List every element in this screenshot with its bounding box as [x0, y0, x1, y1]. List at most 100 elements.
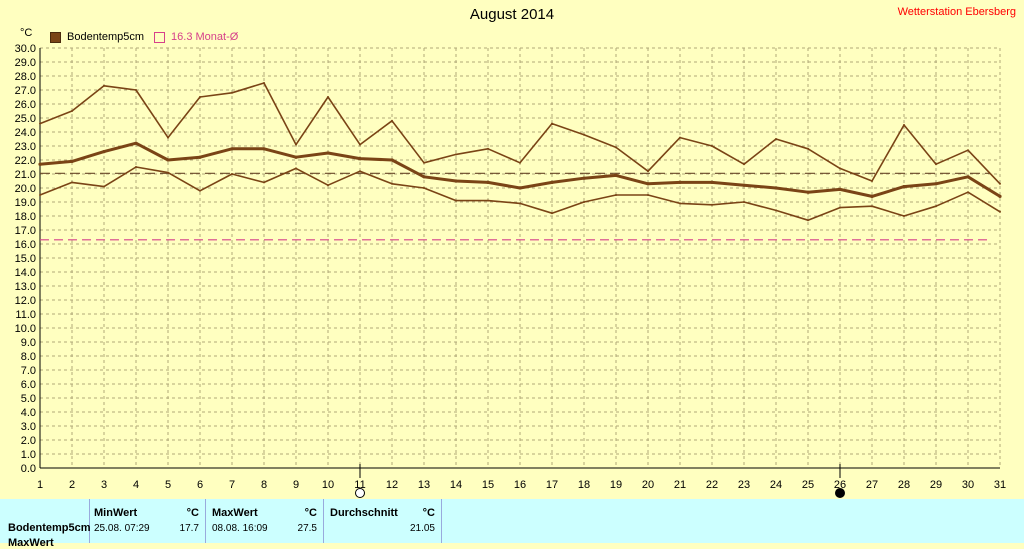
data-point-max	[199, 96, 201, 98]
stats-avg-value: 21.05	[409, 523, 435, 534]
data-point-min	[871, 205, 873, 208]
data-point-mean	[486, 180, 490, 184]
y-tick-label: 16.0	[15, 239, 36, 251]
data-point-mean	[422, 175, 426, 179]
data-point-min	[391, 182, 393, 185]
y-tick-label: 5.0	[21, 393, 36, 405]
data-point-mean	[294, 155, 298, 159]
stats-max-value: 27.5	[297, 523, 317, 534]
chart-plot: 0.01.02.03.04.05.06.07.08.09.010.011.012…	[15, 43, 1006, 498]
data-point-mean	[134, 141, 138, 145]
data-point-mean	[582, 176, 586, 180]
x-tick-label: 2	[69, 479, 75, 491]
x-tick-label: 30	[962, 479, 974, 491]
stats-row-label-2: MaxWert	[8, 537, 54, 549]
stats-max-unit: °C	[304, 507, 317, 519]
x-tick-label: 10	[322, 479, 334, 491]
data-point-max	[423, 161, 425, 164]
y-tick-label: 6.0	[21, 379, 36, 391]
data-point-mean	[838, 187, 842, 191]
y-tick-label: 21.0	[15, 169, 36, 181]
y-tick-label: 29.0	[15, 57, 36, 69]
data-point-max	[135, 89, 137, 91]
data-point-max	[263, 82, 265, 84]
data-point-mean	[902, 185, 906, 189]
x-tick-label: 3	[101, 479, 107, 491]
data-point-min	[775, 209, 777, 212]
stats-min-time: 25.08. 07:29	[94, 523, 150, 534]
data-point-min	[583, 201, 585, 203]
data-point-max	[935, 163, 937, 166]
data-point-max	[711, 145, 713, 147]
stats-min-cell: MinWert °C 25.08. 07:29 17.7	[90, 499, 206, 543]
data-point-mean	[614, 173, 618, 177]
y-tick-label: 9.0	[21, 337, 36, 349]
data-point-mean	[102, 150, 106, 154]
y-tick-label: 7.0	[21, 365, 36, 377]
data-point-min	[615, 194, 617, 196]
data-point-mean	[262, 147, 266, 151]
x-tick-label: 6	[197, 479, 203, 491]
data-point-min	[519, 202, 521, 205]
data-point-min	[103, 185, 105, 188]
data-point-max	[295, 143, 297, 146]
data-point-min	[39, 194, 41, 196]
data-point-min	[839, 206, 841, 209]
data-point-min	[487, 199, 489, 202]
y-tick-label: 30.0	[15, 43, 36, 55]
y-tick-label: 11.0	[15, 309, 36, 321]
data-point-max	[871, 180, 873, 182]
x-tick-label: 19	[610, 479, 622, 491]
data-point-min	[263, 181, 265, 184]
data-point-min	[327, 184, 329, 187]
data-point-max	[775, 138, 777, 140]
data-point-mean	[230, 147, 234, 151]
data-point-mean	[198, 155, 202, 159]
y-tick-label: 14.0	[15, 267, 36, 279]
x-tick-label: 18	[578, 479, 590, 491]
data-point-max	[39, 122, 41, 125]
data-point-mean	[806, 190, 810, 194]
data-point-max	[743, 163, 745, 166]
data-point-mean	[390, 158, 394, 162]
x-tick-label: 14	[450, 479, 462, 491]
y-tick-label: 8.0	[21, 351, 36, 363]
x-tick-label: 13	[418, 479, 430, 491]
stats-avg-header: Durchschnitt	[330, 507, 398, 519]
chart-title: August 2014	[469, 6, 555, 23]
data-point-max	[71, 110, 73, 112]
data-point-min	[999, 210, 1001, 213]
x-tick-label: 9	[293, 479, 299, 491]
x-tick-label: 15	[482, 479, 494, 491]
y-tick-label: 19.0	[15, 197, 36, 209]
x-tick-label: 22	[706, 479, 718, 491]
full-moon-icon	[355, 488, 365, 498]
data-point-mean	[742, 183, 746, 187]
data-point-max	[455, 153, 457, 156]
data-point-mean	[550, 180, 554, 184]
y-tick-label: 10.0	[15, 323, 36, 335]
legend-swatch-month-avg	[154, 31, 166, 43]
data-point-max	[103, 84, 105, 87]
data-point-max	[551, 122, 553, 125]
x-tick-label: 1	[37, 479, 43, 491]
data-point-min	[967, 191, 969, 194]
new-moon-icon	[835, 488, 845, 498]
data-point-max	[679, 136, 681, 139]
x-tick-label: 27	[866, 479, 878, 491]
data-point-max	[231, 91, 233, 94]
data-point-max	[903, 124, 905, 126]
data-point-min	[423, 187, 425, 189]
stats-max-time: 08.08. 16:09	[212, 523, 268, 534]
data-point-mean	[870, 194, 874, 198]
data-point-min	[647, 194, 649, 196]
y-tick-label: 26.0	[15, 99, 36, 111]
data-point-mean	[454, 179, 458, 183]
data-point-min	[743, 201, 745, 203]
stats-min-unit: °C	[186, 507, 199, 519]
data-point-max	[615, 146, 617, 149]
data-point-max	[391, 119, 393, 122]
data-point-mean	[678, 180, 682, 184]
x-tick-label: 8	[261, 479, 267, 491]
data-point-max	[519, 161, 521, 164]
